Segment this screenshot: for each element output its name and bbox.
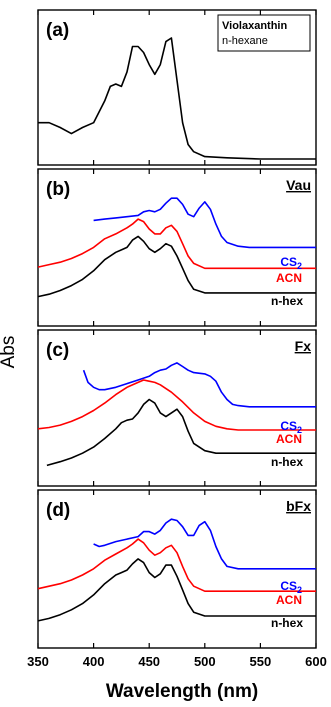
- series-line-n-hex: [37, 235, 316, 298]
- series-label: n-hex: [271, 294, 303, 308]
- x-tick-label: 400: [83, 654, 105, 669]
- series-label-subscript: 2: [297, 585, 302, 595]
- panel-1: (a) Violaxanthin n-hexane: [37, 9, 317, 166]
- series-line-cs: [82, 362, 316, 408]
- legend-compound: Violaxanthin: [222, 20, 287, 32]
- legend-solvent: n-hexane: [222, 35, 268, 47]
- series-label-subscript: 2: [297, 261, 302, 271]
- series-label: CS2: [280, 255, 302, 271]
- y-axis-label: Abs: [0, 336, 19, 369]
- panel-tag: bFx: [286, 498, 311, 514]
- series-line-acn: [37, 538, 316, 593]
- series-line-acn: [37, 218, 316, 270]
- legend-box: [217, 14, 311, 52]
- series-label: CS2: [280, 579, 302, 595]
- panel-tag: Fx: [295, 338, 312, 354]
- series-label: ACN: [276, 593, 302, 607]
- x-tick-label: 350: [27, 654, 49, 669]
- x-tick-labels: 350 400 450 500 550 600: [27, 654, 327, 669]
- panel-frame: [37, 329, 317, 487]
- series-label-subscript: 2: [297, 425, 302, 435]
- series-line-spectrum: [38, 37, 316, 160]
- x-tick-label: 600: [305, 654, 327, 669]
- x-tick-label: 550: [250, 654, 272, 669]
- series-line-n-hex: [46, 398, 316, 467]
- series-line-n-hex: [37, 558, 316, 622]
- panel-label: (d): [46, 500, 70, 521]
- x-tick-label: 450: [138, 654, 160, 669]
- series-label: n-hex: [271, 455, 303, 469]
- panel-tag: Vau: [286, 177, 311, 193]
- x-tick-label: 500: [194, 654, 216, 669]
- series-line-acn: [37, 379, 316, 431]
- series-label: CS2: [280, 419, 302, 435]
- series-label: ACN: [276, 432, 302, 446]
- series-label: ACN: [276, 271, 302, 285]
- panel-label: (c): [46, 340, 69, 361]
- series-line-cs: [93, 518, 316, 570]
- panel-label: (a): [46, 20, 69, 41]
- panel-label: (b): [46, 179, 70, 200]
- panel-frame: [37, 9, 317, 166]
- series-line-cs: [93, 197, 316, 249]
- x-axis-label: Wavelength (nm): [106, 681, 258, 702]
- series-label: n-hex: [271, 616, 303, 630]
